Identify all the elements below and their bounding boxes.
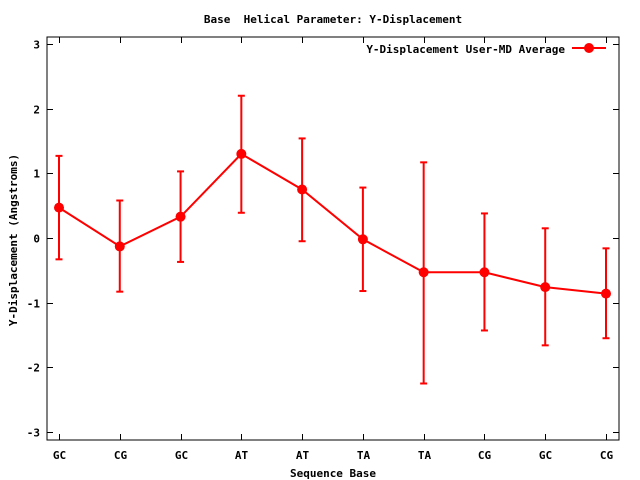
data-point (236, 148, 247, 159)
y-tick-label: 3 (33, 39, 40, 52)
x-tick-label: GC (175, 449, 188, 462)
data-point (175, 211, 186, 222)
legend-marker (584, 43, 594, 53)
x-tick-label: AT (235, 449, 249, 462)
data-point (54, 202, 64, 213)
data-point (479, 267, 490, 278)
x-tick-label: CG (478, 449, 492, 462)
y-tick-label: -2 (27, 362, 40, 375)
x-tick-label: AT (296, 449, 310, 462)
data-point (297, 184, 308, 195)
data-point (357, 234, 368, 245)
plot-border (46, 36, 620, 441)
x-tick-label: TA (418, 449, 432, 462)
data-point (114, 241, 125, 252)
data-point (540, 282, 551, 293)
y-tick-label: 2 (33, 104, 40, 117)
series-line (58, 152, 607, 295)
data-point (418, 267, 429, 278)
x-tick-label: CG (114, 449, 128, 462)
x-tick-label: TA (357, 449, 371, 462)
legend-label: Y-Displacement User-MD Average (366, 43, 565, 56)
y-axis-label: Y-Displacement (Angstroms) (7, 154, 20, 326)
data-point (601, 288, 611, 299)
y-tick-label: 1 (33, 168, 40, 181)
y-tick-label: -3 (27, 427, 40, 440)
x-axis-label: Sequence Base (290, 467, 376, 480)
y-tick-label: -1 (27, 298, 41, 311)
x-tick-label: CG (600, 449, 614, 462)
chart-title: Base Helical Parameter: Y-Displacement (204, 13, 462, 26)
x-tick-label: GC (539, 449, 552, 462)
x-tick-label: GC (53, 449, 66, 462)
y-tick-label: 0 (33, 233, 40, 246)
